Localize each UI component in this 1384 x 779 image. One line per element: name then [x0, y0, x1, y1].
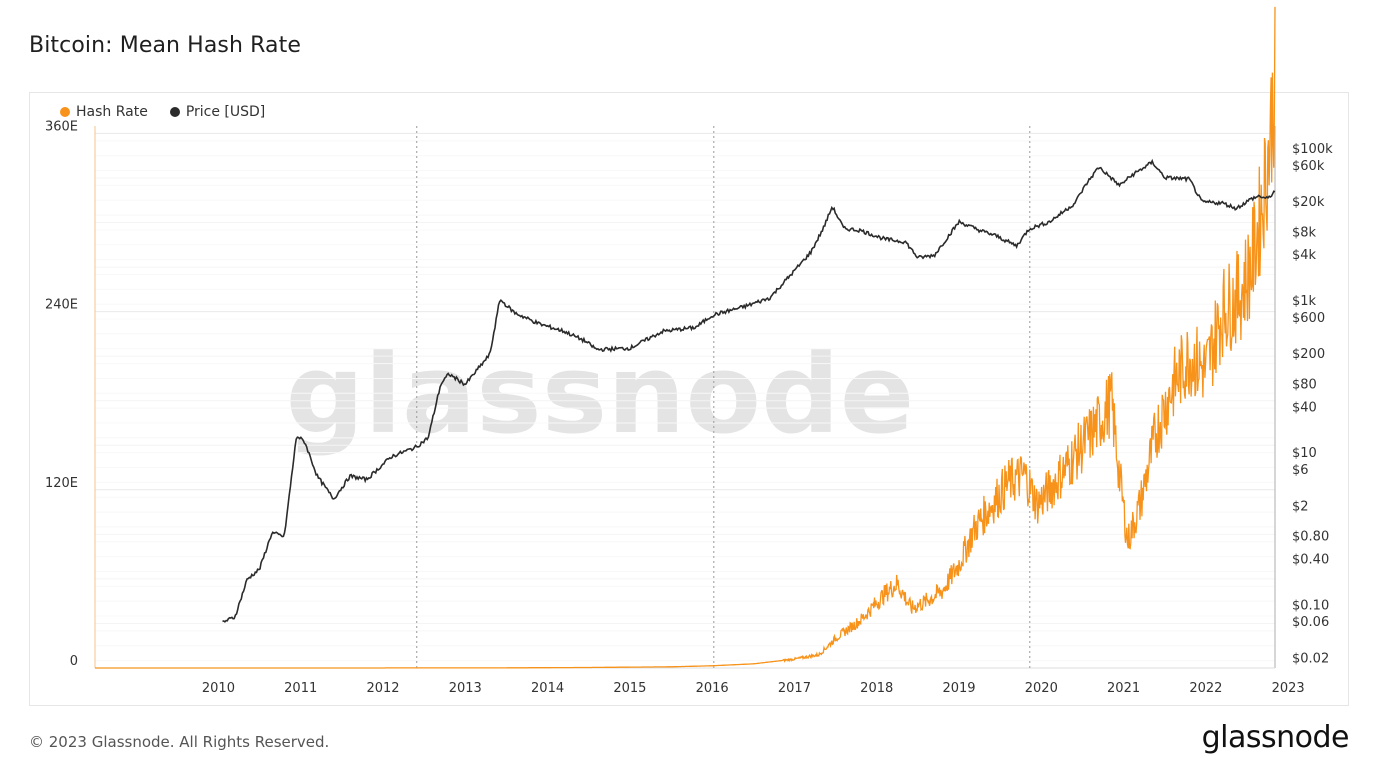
x-tick-label: 2018	[860, 681, 893, 696]
legend-item-hash-rate[interactable]: Hash Rate	[60, 104, 148, 120]
x-tick-label: 2016	[696, 681, 729, 696]
y-right-tick-label: $0.02	[1292, 651, 1329, 666]
y-left-tick-label: 120E	[45, 476, 78, 491]
chart-frame	[29, 92, 1349, 706]
y-left-tick-label: 0	[70, 654, 78, 669]
hash-rate-line	[95, 6, 1276, 669]
legend-dot-icon	[169, 107, 180, 117]
y-right-tick-label: $1k	[1292, 294, 1317, 309]
y-right-tick-label: $0.40	[1292, 553, 1329, 568]
y-right-tick-label: $60k	[1292, 159, 1325, 174]
x-tick-label: 2021	[1107, 681, 1140, 696]
x-tick-label: 2013	[449, 681, 482, 696]
y-right-tick-label: $6	[1292, 463, 1309, 478]
copyright-text: © 2023 Glassnode. All Rights Reserved.	[29, 733, 330, 751]
y-left-tick-label: 240E	[45, 298, 78, 313]
y-right-tick-label: $20k	[1292, 195, 1325, 210]
x-tick-label: 2020	[1025, 681, 1058, 696]
x-tick-label: 2011	[284, 681, 317, 696]
y-right-tick-label: $8k	[1292, 225, 1317, 240]
chart-legend: Hash Rate Price [USD]	[60, 104, 265, 120]
x-tick-label: 2015	[613, 681, 646, 696]
y-right-tick-label: $100k	[1292, 142, 1333, 157]
y-right-tick-label: $200	[1292, 347, 1325, 362]
legend-dot-icon	[60, 107, 70, 117]
y-right-tick-label: $10	[1292, 446, 1317, 461]
y-right-tick-label: $0.10	[1292, 598, 1329, 613]
x-tick-label: 2010	[202, 681, 235, 696]
x-tick-label: 2023	[1272, 681, 1305, 696]
legend-label-price: Price [USD]	[185, 104, 266, 120]
y-right-tick-label: $40	[1292, 400, 1317, 415]
x-tick-label: 2014	[531, 681, 564, 696]
glassnode-logo: glassnode	[1201, 720, 1350, 755]
y-right-tick-label: $4k	[1292, 248, 1317, 263]
y-right-tick-label: $2	[1292, 499, 1309, 514]
watermark-text: glassnode	[286, 330, 915, 458]
legend-label-hash-rate: Hash Rate	[76, 104, 148, 120]
x-tick-label: 2019	[942, 681, 975, 696]
y-right-tick-label: $80	[1292, 377, 1317, 392]
x-tick-label: 2017	[778, 681, 811, 696]
y-right-tick-label: $0.06	[1292, 615, 1329, 630]
y-left-tick-label: 360E	[45, 119, 78, 134]
x-tick-label: 2022	[1189, 681, 1222, 696]
chart-title: Bitcoin: Mean Hash Rate	[29, 33, 301, 58]
legend-item-price[interactable]: Price [USD]	[169, 104, 266, 120]
y-right-tick-label: $0.80	[1292, 530, 1329, 545]
x-tick-label: 2012	[366, 681, 399, 696]
price-line	[222, 158, 1276, 623]
y-right-tick-label: $600	[1292, 311, 1325, 326]
